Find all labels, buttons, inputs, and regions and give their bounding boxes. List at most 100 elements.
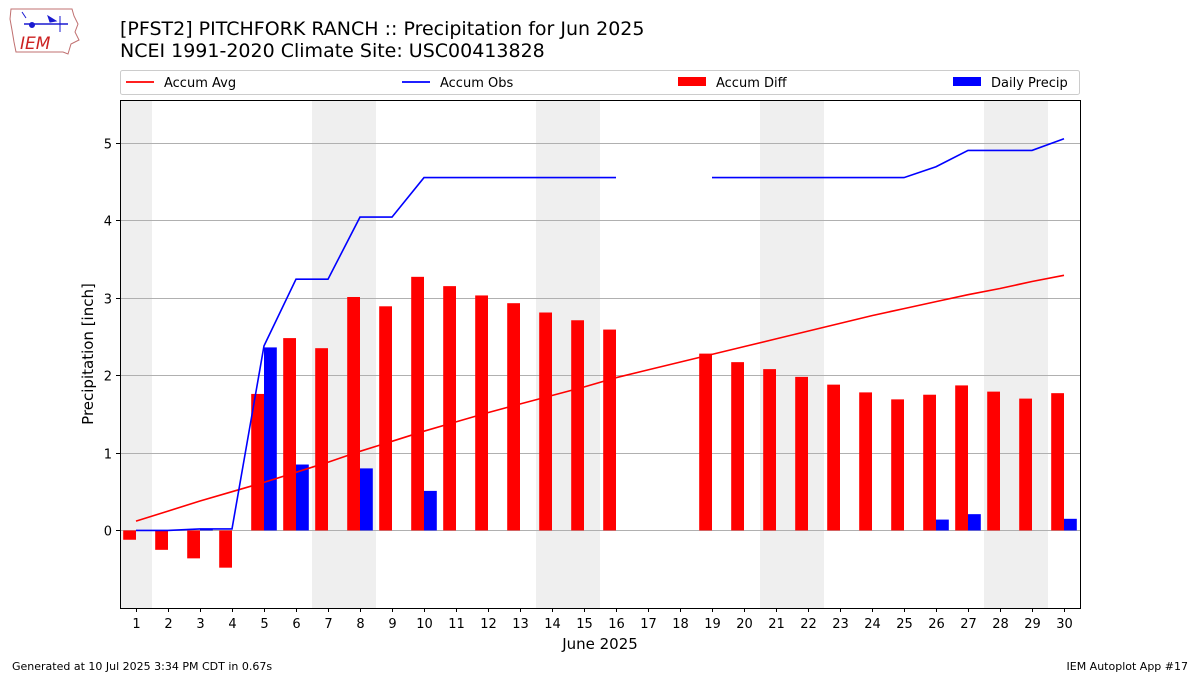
iem-logo: IEM	[9, 8, 80, 55]
x-tick-label: 30	[1056, 617, 1073, 632]
accum-diff-bar	[763, 369, 776, 531]
accum-diff-bar	[283, 338, 296, 531]
x-tick-label: 16	[608, 617, 625, 632]
accum-diff-bar	[347, 296, 360, 531]
x-tick-label: 26	[928, 617, 945, 632]
accum-diff-bar	[603, 329, 616, 531]
accum-diff-bar	[251, 393, 264, 531]
daily-precip-bar	[936, 519, 949, 531]
y-tick-label: 2	[104, 370, 112, 385]
y-tick-label: 3	[104, 293, 112, 308]
chart-title: [PFST2] PITCHFORK RANCH :: Precipitation…	[120, 18, 645, 40]
x-tick-label: 11	[448, 617, 465, 632]
x-tick-label: 1	[132, 617, 140, 632]
accum-obs-line	[712, 138, 1065, 179]
accum-diff-bar	[827, 384, 840, 531]
weekend-band	[984, 100, 1048, 608]
legend-swatch-daily-precip	[953, 77, 981, 86]
accum-diff-bar	[1051, 393, 1064, 531]
accum-diff-bar	[379, 306, 392, 531]
x-axis: 1 2 3 4 5 6 7 8 9 10 11 12 13 14 15 16 17 18 19 20 21 22 23 24 2…	[132, 608, 1073, 632]
x-tick-label: 24	[864, 617, 881, 632]
plot-area-frame	[120, 100, 1081, 609]
x-tick-label: 19	[704, 617, 721, 632]
accum-diff-bar	[859, 392, 872, 531]
daily-precip-bar	[264, 347, 277, 531]
legend-label-accum-diff: Accum Diff	[716, 76, 788, 91]
y-axis-label: Precipitation [inch]	[79, 283, 97, 425]
daily-precip-bar	[1064, 518, 1077, 531]
x-axis-label: June 2025	[561, 635, 638, 653]
iowa-state-outline-icon	[9, 8, 80, 55]
y-axis: 0 1 2 3 4 5	[104, 138, 120, 540]
accum-avg-line	[135, 274, 1065, 522]
x-tick-label: 29	[1024, 617, 1041, 632]
x-tick-label: 4	[228, 617, 236, 632]
x-tick-label: 22	[800, 617, 817, 632]
logo-text: IEM	[20, 34, 51, 54]
daily-precip-bar	[968, 514, 981, 531]
generated-timestamp: Generated at 10 Jul 2025 3:34 PM CDT in …	[12, 660, 273, 673]
accum-diff-bar	[955, 385, 968, 531]
accum-diff-bar	[507, 303, 520, 531]
app-credit: IEM Autoplot App #17	[1066, 660, 1189, 673]
chart-subtitle: NCEI 1991-2020 Climate Site: USC00413828	[120, 40, 545, 62]
legend-label-accum-obs: Accum Obs	[440, 76, 513, 91]
accum-diff-bar	[123, 530, 136, 540]
weekend-band	[120, 100, 152, 608]
x-tick-label: 23	[832, 617, 849, 632]
y-tick-label: 1	[104, 448, 112, 463]
accum-obs-line	[136, 176, 616, 532]
x-tick-label: 8	[356, 617, 364, 632]
legend-box	[120, 70, 1080, 95]
weekend-band	[760, 100, 824, 608]
x-tick-label: 13	[512, 617, 529, 632]
y-tick-label: 4	[104, 215, 112, 230]
y-tick-label: 0	[104, 525, 112, 540]
x-tick-label: 21	[768, 617, 785, 632]
x-tick-label: 5	[260, 617, 268, 632]
x-tick-label: 12	[480, 617, 497, 632]
daily-precip-bar	[296, 464, 309, 531]
x-tick-label: 6	[292, 617, 300, 632]
accum-diff-bar	[795, 376, 808, 531]
legend-label-daily-precip: Daily Precip	[991, 76, 1068, 91]
x-tick-label: 14	[544, 617, 561, 632]
x-tick-label: 2	[164, 617, 172, 632]
accum-diff-bar	[539, 312, 552, 531]
x-tick-label: 17	[640, 617, 657, 632]
accum-diff-bar	[891, 399, 904, 531]
x-tick-label: 25	[896, 617, 913, 632]
x-tick-label: 15	[576, 617, 593, 632]
accum-diff-bar	[731, 362, 744, 531]
weather-station-icon	[21, 11, 68, 32]
x-tick-label: 18	[672, 617, 689, 632]
daily-precip-bar	[424, 490, 437, 531]
accum-diff-bar	[699, 353, 712, 531]
accum-diff-bar	[1019, 398, 1032, 531]
accum-diff-bar	[155, 530, 168, 550]
lines	[135, 138, 1065, 532]
daily-precip-bar	[360, 468, 373, 531]
x-tick-label: 9	[388, 617, 396, 632]
x-tick-label: 7	[324, 617, 332, 632]
accum-diff-bar	[219, 530, 232, 568]
accum-diff-bar	[443, 286, 456, 531]
x-tick-label: 10	[416, 617, 433, 632]
accum-diff-bar	[923, 394, 936, 531]
y-gridlines	[120, 143, 1080, 531]
y-tick-label: 5	[104, 138, 112, 153]
bars	[123, 276, 1077, 568]
accum-diff-bar	[475, 295, 488, 531]
accum-diff-bar	[571, 320, 584, 531]
accum-diff-bar	[987, 391, 1000, 531]
x-tick-label: 20	[736, 617, 753, 632]
legend-swatch-accum-diff	[678, 77, 706, 86]
accum-diff-bar	[187, 530, 200, 559]
legend: Accum Avg Accum Obs Accum Diff Daily Precip	[120, 70, 1080, 95]
legend-label-accum-avg: Accum Avg	[164, 76, 236, 91]
x-tick-label: 3	[196, 617, 204, 632]
x-tick-label: 27	[960, 617, 977, 632]
x-tick-label: 28	[992, 617, 1009, 632]
